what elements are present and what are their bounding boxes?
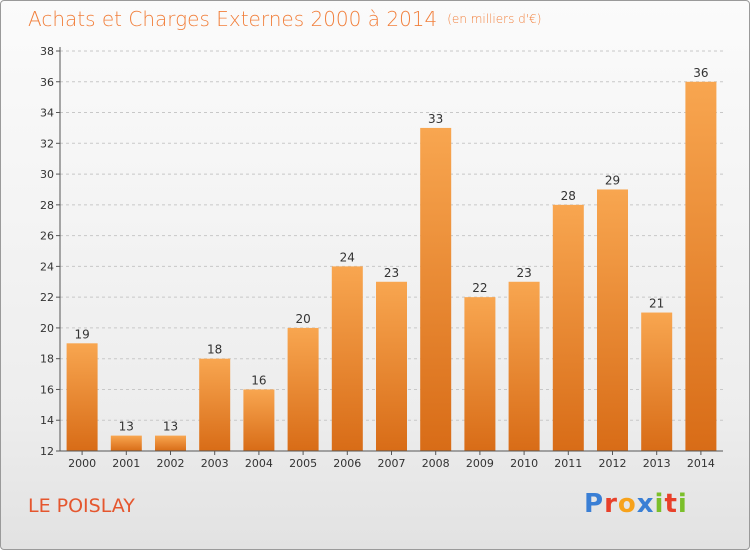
data-label-2006: 24: [340, 250, 355, 264]
x-tick-label-2012: 2012: [599, 457, 627, 470]
bar-2012: [597, 189, 628, 451]
bar-2006: [331, 266, 363, 451]
bar-2011: [552, 204, 584, 451]
commune-name: LE POISLAY: [28, 495, 135, 517]
data-label-2013: 21: [649, 297, 664, 311]
x-tick-label-2003: 2003: [201, 457, 229, 470]
bars: [66, 81, 717, 452]
data-label-2008: 33: [428, 112, 443, 126]
logo-letter: o: [617, 489, 637, 519]
x-tick-label-2008: 2008: [422, 457, 450, 470]
chart-title: Achats et Charges Externes 2000 à 2014 (e…: [28, 7, 541, 31]
chart-unit: (en milliers d'€): [447, 12, 542, 26]
chart-title-text: Achats et Charges Externes 2000 à 2014: [28, 7, 438, 31]
data-label-2005: 20: [295, 312, 310, 326]
data-label-2012: 29: [605, 173, 620, 187]
y-tick-label: 36: [40, 76, 54, 89]
bar-2014: [685, 81, 717, 452]
labels: 12 14 16 18 20 22 24 26 28 30 32 34 36 38 19 2000 13 2001…: [40, 45, 715, 470]
bar-2002: [155, 435, 186, 451]
y-tick-label: 24: [40, 260, 54, 273]
x-tick-label-2006: 2006: [333, 457, 361, 470]
x-tick-label-2011: 2011: [554, 457, 582, 470]
bar-2003: [199, 358, 231, 451]
proxiti-logo: Proxiti: [584, 489, 688, 519]
data-label-2010: 23: [516, 266, 531, 280]
y-tick-label: 32: [40, 137, 54, 150]
logo-letter: i: [677, 489, 688, 519]
bar-2001: [110, 435, 142, 451]
data-label-2000: 19: [74, 327, 89, 341]
bar-2009: [464, 297, 496, 451]
bar-2005: [287, 327, 319, 451]
bar-2013: [641, 312, 673, 451]
data-label-2014: 36: [693, 66, 708, 80]
y-tick-label: 18: [40, 353, 54, 366]
logo-letter: t: [664, 489, 678, 519]
logo-letter: i: [654, 489, 665, 519]
y-tick-label: 16: [40, 383, 54, 396]
data-label-2011: 28: [561, 189, 576, 203]
y-tick-label: 34: [40, 107, 54, 120]
y-tick-label: 28: [40, 199, 54, 212]
x-tick-label-2004: 2004: [245, 457, 273, 470]
y-tick-label: 30: [40, 168, 54, 181]
data-label-2002: 13: [163, 420, 178, 434]
data-label-2009: 22: [472, 281, 487, 295]
axes: [56, 47, 723, 455]
x-tick-label-2009: 2009: [466, 457, 494, 470]
x-tick-label-2000: 2000: [68, 457, 96, 470]
x-tick-label-2007: 2007: [378, 457, 406, 470]
y-tick-label: 12: [40, 445, 54, 458]
bar-2008: [420, 127, 452, 451]
data-label-2004: 16: [251, 373, 266, 387]
y-tick-label: 38: [40, 45, 54, 58]
bar-2000: [66, 343, 98, 451]
data-label-2007: 23: [384, 266, 399, 280]
bar-2007: [376, 281, 407, 451]
y-tick-label: 26: [40, 230, 54, 243]
x-tick-label-2014: 2014: [687, 457, 715, 470]
data-label-2003: 18: [207, 343, 222, 357]
y-tick-label: 22: [40, 291, 54, 304]
x-tick-label-2002: 2002: [157, 457, 185, 470]
x-tick-label-2013: 2013: [643, 457, 671, 470]
logo-letter: x: [636, 489, 655, 519]
y-tick-label: 14: [40, 414, 54, 427]
data-label-2001: 13: [119, 420, 134, 434]
x-tick-label-2005: 2005: [289, 457, 317, 470]
bar-2010: [508, 281, 540, 451]
y-tick-label: 20: [40, 322, 54, 335]
x-tick-label-2010: 2010: [510, 457, 538, 470]
logo-letter: P: [584, 489, 605, 519]
logo-letter: r: [604, 489, 618, 519]
x-tick-label-2001: 2001: [112, 457, 140, 470]
bar-2004: [243, 389, 275, 451]
